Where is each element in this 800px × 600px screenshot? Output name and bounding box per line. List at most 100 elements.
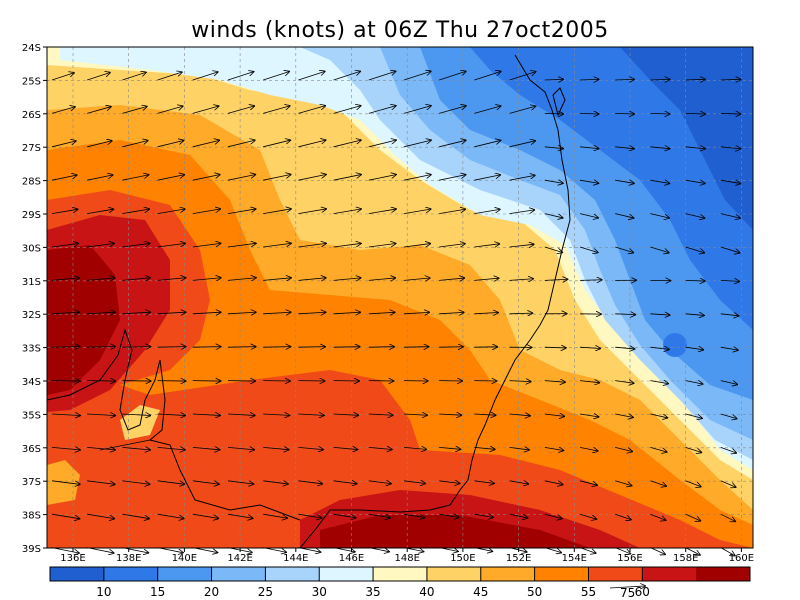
wind-vector [509,279,533,281]
wind-vector [579,513,596,519]
longitude-label: 136E [60,553,85,564]
wind-vector [51,175,77,181]
wind-vector [192,447,220,449]
wind-vector [298,209,326,214]
wind-vector [685,347,704,350]
wind-vector [51,244,78,248]
longitude-label: 150E [450,553,475,564]
colorbar-swatch [50,567,105,581]
wind-vector [368,481,391,484]
wind-vector [192,106,219,114]
wind-vector [720,113,741,114]
colorbar-label: 30 [312,585,327,599]
wind-vector [579,414,598,417]
latitude-label: 37S [22,477,41,488]
wind-vector [439,71,465,81]
wind-vector [87,107,111,114]
wind-vector [298,347,325,348]
wind-vector [544,347,566,348]
wind-vector [298,513,321,518]
wind-vector [685,381,703,384]
reference-vector-label: 75 [620,586,635,600]
wind-vector [157,243,185,248]
wind-vector [333,312,360,314]
wind-vector [720,246,740,253]
wind-vector [720,547,735,556]
wind-vector [157,72,182,81]
wind-vector [720,147,741,149]
wind-vector [579,213,598,218]
wind-vector [579,280,602,281]
wind-vector [122,209,149,214]
wind-vector [685,147,705,149]
wind-vector [122,278,150,281]
wind-vector [720,180,740,183]
wind-vector [157,447,185,449]
wind-vector [685,480,701,487]
wind-vector [157,513,184,518]
wind-vector [474,106,500,114]
wind-vector [51,209,77,214]
wind-vector [227,278,256,281]
wind-vector [650,147,669,149]
wind-vector [439,312,463,313]
wind-vector [650,513,665,520]
wind-vector [298,140,325,148]
wind-vector [51,347,80,348]
wind-vector [544,513,562,518]
wind-vector [368,243,396,248]
wind-vector [509,141,536,148]
wind-vector [403,140,431,148]
gulf-coastline [47,328,301,521]
wind-vector [263,140,290,148]
colorbar-label: 60 [635,585,650,599]
wind-vector [51,414,80,415]
wind-vector [615,513,631,519]
latitude-label: 33S [22,344,41,355]
colorbar-swatch [534,567,589,581]
longitude-labels: 136E 138E 140E 142E 144E 146E 148E 150E 152E 154E… [60,548,754,564]
wind-vector [192,72,218,81]
wind-vector [192,513,218,518]
wind-vector [51,107,75,114]
wind-vector [720,314,739,316]
wind-vector [650,381,668,384]
wind-vector [157,312,186,314]
wind-vector [263,312,290,314]
wind-vector [87,513,114,518]
wind-vector [579,480,597,485]
wind-vector [650,314,669,315]
wind-vector [87,141,112,148]
wind-vector [51,73,74,81]
wind-vector [615,113,634,114]
colorbar [49,566,751,582]
colorbar-labels: 10 15 20 25 30 35 40 45 50 55 60 [96,567,650,599]
wind-vector [368,447,392,449]
wind-vector [192,175,220,181]
wind-vector [650,113,669,114]
wind-vector [615,79,634,80]
wind-vector [227,312,256,314]
latitude-label: 38S [22,511,41,522]
wind-vector [509,210,535,214]
longitude-label: 152E [506,553,531,564]
longitude-label: 154E [562,553,587,564]
latitude-label: 36S [22,444,41,455]
wind-vector [650,413,667,418]
wind-vectors [51,71,741,556]
wind-vector [509,244,534,247]
wind-vector [368,71,396,81]
wind-vector [227,513,253,518]
wind-vector [227,106,254,114]
wind-vector [298,414,323,415]
wind-vector [509,414,530,416]
wind-vector [122,312,150,314]
wind-vector [544,447,563,450]
wind-vector [685,246,705,253]
wind-vector [157,480,185,484]
wind-vector [87,414,115,415]
wind-vector [333,481,357,484]
wind-vector [192,480,219,484]
wind-vector [650,79,669,80]
